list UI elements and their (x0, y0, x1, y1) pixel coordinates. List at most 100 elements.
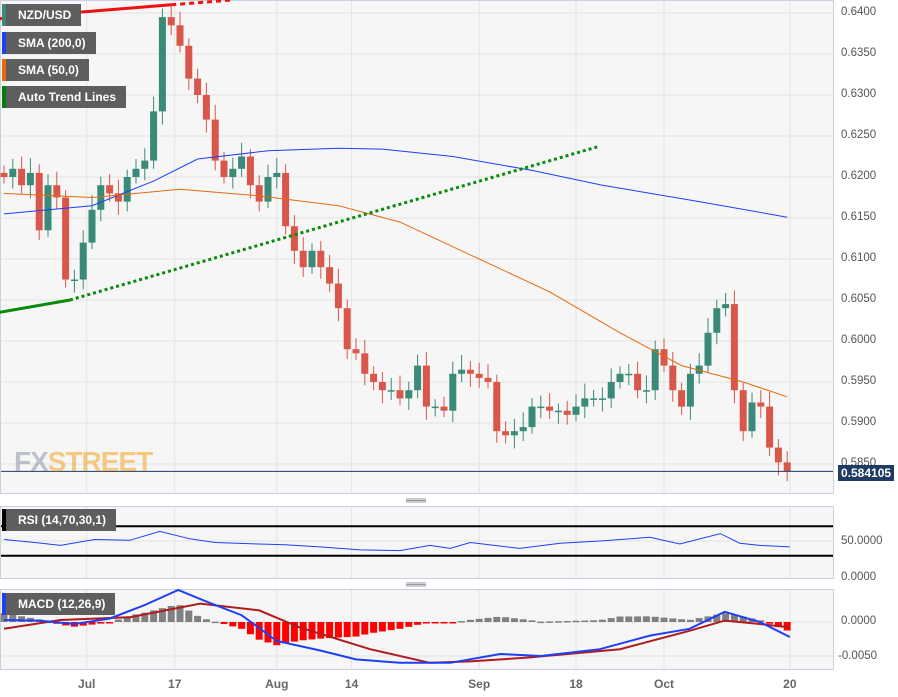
candle-bullish (132, 168, 140, 177)
price-axis-label: 0.6150 (841, 211, 877, 223)
macd-histogram-bar (616, 616, 624, 622)
time-axis-label: Oct (653, 677, 675, 691)
candle-bearish (352, 349, 360, 354)
candle-bearish (730, 304, 738, 391)
candle-bearish (326, 267, 334, 284)
candle-bearish (774, 447, 782, 463)
candle-bullish (572, 406, 580, 415)
candle-bullish (686, 373, 694, 407)
candle-bearish (176, 25, 184, 46)
macd-histogram-bar (326, 622, 334, 639)
price-axis-label: 0.6250 (841, 129, 877, 141)
rsi-axis-0: 0.0000 (841, 571, 877, 583)
candle-bearish (167, 17, 175, 26)
macd-histogram-bar (431, 622, 439, 624)
macd-histogram-bar (422, 622, 430, 624)
macd-histogram-bar (484, 617, 492, 622)
candle-bearish (334, 283, 342, 309)
candle-bullish (308, 250, 316, 268)
price-axis-label: 0.5900 (841, 416, 877, 428)
rsi-panel (0, 506, 834, 579)
macd-histogram-bar (528, 620, 536, 622)
macd-histogram-bar (150, 610, 158, 622)
legend-sma200[interactable]: SMA (200,0) (2, 32, 96, 54)
trend-line-resistance-projection (171, 0, 233, 7)
macd-histogram-bar (361, 622, 369, 635)
candle-bearish (466, 369, 474, 374)
macd-histogram-bar (774, 622, 782, 628)
macd-histogram-bar (607, 618, 615, 622)
candle-bearish (502, 431, 510, 436)
price-panel (0, 0, 834, 494)
macd-label[interactable]: MACD (12,26,9) (2, 593, 116, 615)
fxstreet-logo: FXSTREET (14, 446, 153, 478)
legend-trend-lines[interactable]: Auto Trend Lines (2, 86, 127, 108)
macd-histogram-bar (158, 608, 166, 622)
candle-bullish (704, 332, 712, 366)
candle-bearish (563, 410, 571, 415)
macd-histogram-bar (581, 620, 589, 623)
macd-histogram-bar (106, 622, 114, 624)
legend-sma50[interactable]: SMA (50,0) (2, 59, 89, 81)
macd-histogram-bar (554, 621, 562, 623)
candle-bullish (722, 304, 730, 309)
candle-bullish (150, 111, 158, 161)
macd-histogram-bar (414, 622, 422, 625)
macd-histogram-bar (669, 618, 677, 622)
candle-bullish (519, 427, 527, 432)
macd-histogram-bar (167, 605, 175, 622)
macd-histogram-bar (79, 622, 87, 626)
trend-line-support-projection (69, 145, 599, 302)
macd-histogram-bar (176, 605, 184, 622)
macd-histogram-bar (678, 619, 686, 622)
candle-bullish (651, 349, 659, 391)
candle-bearish (370, 373, 378, 382)
candle-bearish (194, 78, 202, 95)
candle-bearish (317, 250, 325, 268)
macd-histogram-bar (185, 610, 193, 622)
macd-histogram-bar (282, 622, 290, 644)
candle-bullish (616, 373, 624, 382)
macd-histogram-bar (660, 617, 668, 622)
candle-bearish (634, 373, 642, 391)
macd-histogram-bar (290, 622, 298, 642)
price-axis-label: 0.6400 (841, 6, 877, 18)
candle-bullish (238, 156, 246, 169)
candle-bullish (158, 17, 166, 112)
macd-histogram-bar (590, 620, 598, 622)
macd-histogram-bar (493, 616, 501, 622)
macd-histogram-bar (475, 618, 483, 622)
candle-bearish (53, 185, 61, 198)
macd-histogram-bar (264, 622, 272, 643)
candle-bullish (598, 398, 606, 400)
price-axis-label: 0.6100 (841, 252, 877, 264)
rsi-axis-50: 50.0000 (841, 535, 883, 547)
macd-histogram-bar (502, 617, 510, 622)
macd-histogram-bar (123, 616, 131, 622)
macd-histogram-bar (449, 622, 457, 624)
macd-histogram-bar (352, 622, 360, 637)
candle-bearish (475, 373, 483, 378)
macd-histogram-bar (519, 619, 527, 622)
candle-bullish (607, 382, 615, 399)
candle-bullish (405, 390, 413, 399)
candle-bullish (642, 390, 650, 392)
macd-histogram-bar (563, 620, 571, 623)
legend-nzdusd[interactable]: NZD/USD (2, 4, 82, 26)
candle-bearish (546, 406, 554, 411)
macd-histogram-bar (317, 622, 325, 639)
macd-histogram-bar (722, 613, 730, 622)
macd-histogram-bar (598, 619, 606, 622)
candle-bearish (106, 185, 114, 194)
candle-bearish (678, 390, 686, 407)
rsi-label[interactable]: RSI (14,70,30,1) (2, 509, 117, 531)
candle-bearish (739, 390, 747, 432)
macd-histogram-bar (238, 622, 246, 629)
candle-bullish (510, 431, 518, 436)
macd-histogram-bar (405, 622, 413, 627)
price-axis-label: 0.6300 (841, 88, 877, 100)
candle-bearish (62, 197, 70, 280)
macd-histogram-bar (343, 622, 351, 638)
macd-histogram-bar (9, 614, 17, 622)
